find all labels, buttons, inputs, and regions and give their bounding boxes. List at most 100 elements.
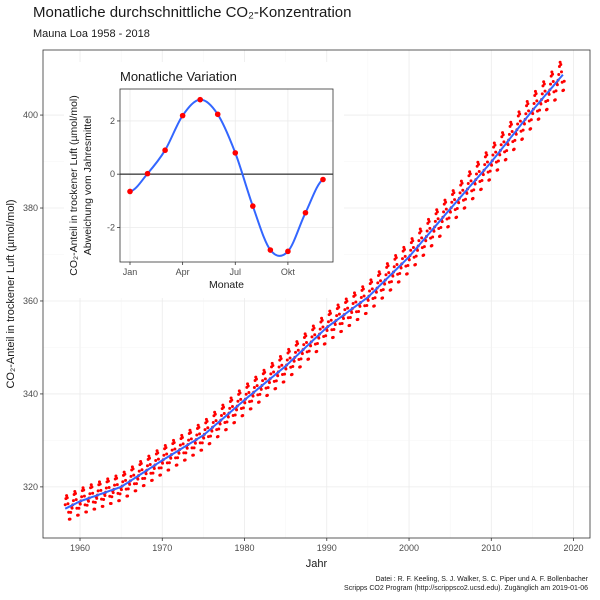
monthly-point [389, 288, 393, 292]
monthly-point [292, 359, 296, 363]
monthly-point [337, 305, 341, 309]
chart-subtitle: Mauna Loa 1958 - 2018 [33, 28, 150, 40]
monthly-point [115, 483, 119, 487]
monthly-point [526, 102, 530, 106]
inset-title: Monatliche Variation [120, 69, 237, 84]
monthly-point [93, 507, 97, 511]
monthly-point [178, 443, 182, 447]
monthly-point [328, 309, 332, 313]
chart-title-text: Monatliche durchschnittliche CO₂-Konzent… [33, 4, 352, 21]
y-tick-label: 360 [23, 296, 38, 306]
monthly-point [69, 510, 73, 514]
monthly-point [442, 210, 446, 214]
monthly-point [351, 302, 355, 306]
monthly-point [309, 344, 313, 348]
monthly-point [91, 491, 95, 495]
monthly-point [446, 224, 450, 228]
monthly-point [136, 477, 140, 481]
monthly-point [202, 436, 206, 440]
monthly-point [225, 420, 229, 424]
monthly-point [407, 258, 411, 262]
main-data-points [63, 60, 566, 521]
chart-title: Monatliche durchschnittliche CO₂-Konzent… [33, 4, 351, 21]
monthly-point [71, 499, 75, 503]
monthly-point [154, 458, 158, 462]
monthly-point [481, 173, 485, 177]
monthly-point [455, 215, 459, 219]
monthly-point [499, 143, 503, 147]
monthly-point [374, 290, 378, 294]
monthly-point [142, 483, 146, 487]
monthly-point [115, 476, 119, 480]
monthly-point [554, 89, 558, 93]
inset-point [320, 176, 326, 183]
monthly-point [461, 188, 465, 192]
monthly-point [559, 70, 563, 74]
monthly-point [177, 451, 181, 455]
monthly-point [185, 446, 189, 450]
monthly-point [381, 288, 385, 292]
monthly-point [158, 473, 162, 477]
monthly-point [307, 349, 311, 353]
inset-point [285, 248, 291, 255]
monthly-point [78, 502, 82, 506]
monthly-point [302, 343, 306, 347]
monthly-point [336, 303, 340, 307]
inset-point [144, 170, 151, 177]
monthly-point [74, 498, 78, 502]
monthly-point [460, 181, 464, 185]
monthly-point [110, 495, 114, 499]
monthly-point [505, 149, 509, 153]
monthly-point [381, 296, 385, 300]
monthly-point [321, 325, 325, 329]
monthly-point [181, 442, 185, 446]
monthly-point [208, 442, 212, 446]
monthly-point [313, 333, 317, 337]
monthly-point [101, 504, 105, 508]
monthly-point [85, 503, 89, 507]
monthly-point [431, 235, 435, 239]
monthly-point [333, 323, 337, 327]
monthly-point [512, 147, 516, 151]
monthly-point [261, 379, 265, 383]
monthly-point [192, 446, 196, 450]
monthly-point [139, 462, 143, 466]
monthly-point [152, 467, 156, 471]
monthly-point [277, 365, 281, 369]
monthly-point [283, 372, 287, 376]
monthly-point [99, 488, 103, 492]
monthly-point [562, 88, 566, 92]
monthly-point [131, 467, 135, 471]
monthly-point [430, 243, 434, 247]
monthly-point [372, 304, 376, 308]
monthly-point [485, 160, 489, 164]
inset-x-axis-title: Monate [209, 279, 244, 291]
monthly-point [276, 374, 280, 378]
monthly-point [447, 216, 451, 220]
monthly-point [498, 153, 502, 157]
monthly-point [128, 482, 132, 486]
monthly-point [219, 413, 223, 417]
inset-x-tick-label: Jul [230, 267, 242, 277]
monthly-point [217, 427, 221, 431]
monthly-point [397, 280, 401, 284]
inset-point [267, 247, 274, 253]
inset-point [162, 147, 168, 154]
monthly-point [107, 485, 111, 489]
monthly-point [228, 406, 232, 410]
monthly-point [239, 397, 243, 401]
monthly-point [82, 494, 86, 498]
monthly-point [104, 486, 108, 490]
monthly-point [197, 425, 201, 429]
monthly-point [513, 138, 517, 142]
monthly-point [343, 308, 347, 312]
monthly-point [315, 349, 319, 353]
monthly-point [284, 367, 288, 371]
monthly-point [103, 493, 107, 497]
monthly-point [247, 390, 251, 394]
monthly-point [504, 157, 508, 161]
monthly-point [274, 379, 278, 383]
monthly-point [337, 312, 341, 316]
monthly-point [195, 433, 199, 437]
x-axis-title: Jahr [306, 558, 328, 570]
